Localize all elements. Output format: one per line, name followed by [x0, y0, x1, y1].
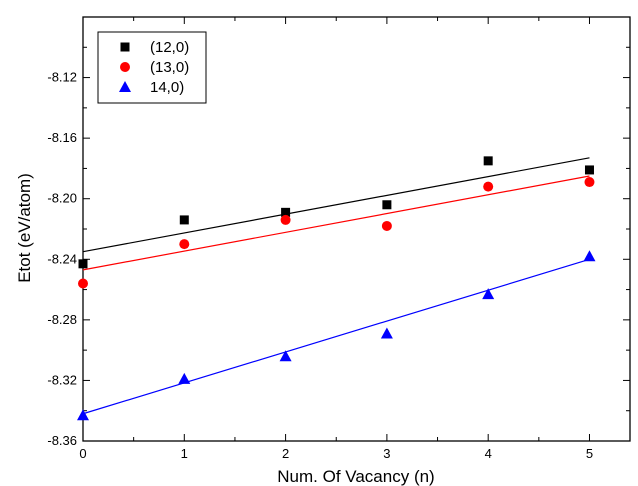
fit-line-series-1 — [82, 175, 590, 271]
data-point-series-0 — [382, 200, 392, 210]
data-point-series-1 — [483, 181, 494, 192]
x-tick-label: 2 — [282, 446, 289, 461]
data-point-series-1 — [78, 278, 88, 289]
x-tick-label: 1 — [181, 446, 188, 461]
data-point-series-2 — [482, 288, 495, 300]
data-point-series-1 — [280, 214, 291, 225]
x-tick-label: 4 — [485, 446, 492, 461]
y-tick-label: -8.24 — [47, 251, 77, 266]
data-point-series-1 — [179, 239, 190, 250]
data-point-series-2 — [178, 372, 191, 384]
fit-line-series-2 — [82, 258, 590, 415]
legend-label: (12,0) — [150, 39, 189, 56]
y-tick-label: -8.28 — [47, 312, 77, 327]
data-point-series-0 — [281, 207, 291, 217]
legend-box — [97, 31, 207, 104]
data-point-series-1 — [381, 220, 392, 231]
y-tick-labels: -8.36 -8.32 -8.28 -8.24 -8.20 -8.16 -8.12 — [47, 70, 77, 448]
legend-marker-0 — [120, 42, 130, 52]
y-tick-label: -8.12 — [47, 70, 77, 85]
legend-items: (12,0) (13,0) 14,0) — [119, 39, 189, 96]
data-point-series-2 — [583, 250, 596, 262]
axis-ticks — [82, 17, 630, 442]
data-point-series-1 — [584, 177, 595, 188]
data-point-series-0 — [78, 259, 88, 269]
y-tick-label: -8.20 — [47, 191, 77, 206]
legend-label: 14,0) — [150, 79, 184, 96]
data-point-series-2 — [77, 409, 89, 421]
data-point-series-2 — [279, 350, 292, 362]
y-tick-label: -8.36 — [47, 433, 77, 448]
x-axis-title: Num. Of Vacancy (n) — [277, 467, 434, 486]
data-markers — [77, 156, 596, 421]
x-tick-labels: 0 1 2 3 4 5 — [79, 446, 593, 461]
x-tick-label: 5 — [586, 446, 593, 461]
y-tick-label: -8.32 — [47, 372, 77, 387]
data-point-series-0 — [483, 156, 493, 166]
x-tick-label: 0 — [79, 446, 86, 461]
fit-line-series-0 — [82, 157, 590, 253]
data-point-series-2 — [380, 327, 393, 339]
legend: (12,0) (13,0) 14,0) — [97, 31, 207, 104]
y-tick-label: -8.16 — [47, 130, 77, 145]
data-point-series-0 — [584, 165, 594, 175]
y-axis-title: Etot (eV/atom) — [15, 173, 34, 283]
legend-label: (13,0) — [150, 59, 189, 76]
data-point-series-0 — [179, 215, 189, 225]
fit-lines — [82, 157, 590, 415]
legend-marker-1 — [120, 62, 130, 72]
x-tick-label: 3 — [383, 446, 390, 461]
legend-marker-2 — [119, 81, 131, 92]
